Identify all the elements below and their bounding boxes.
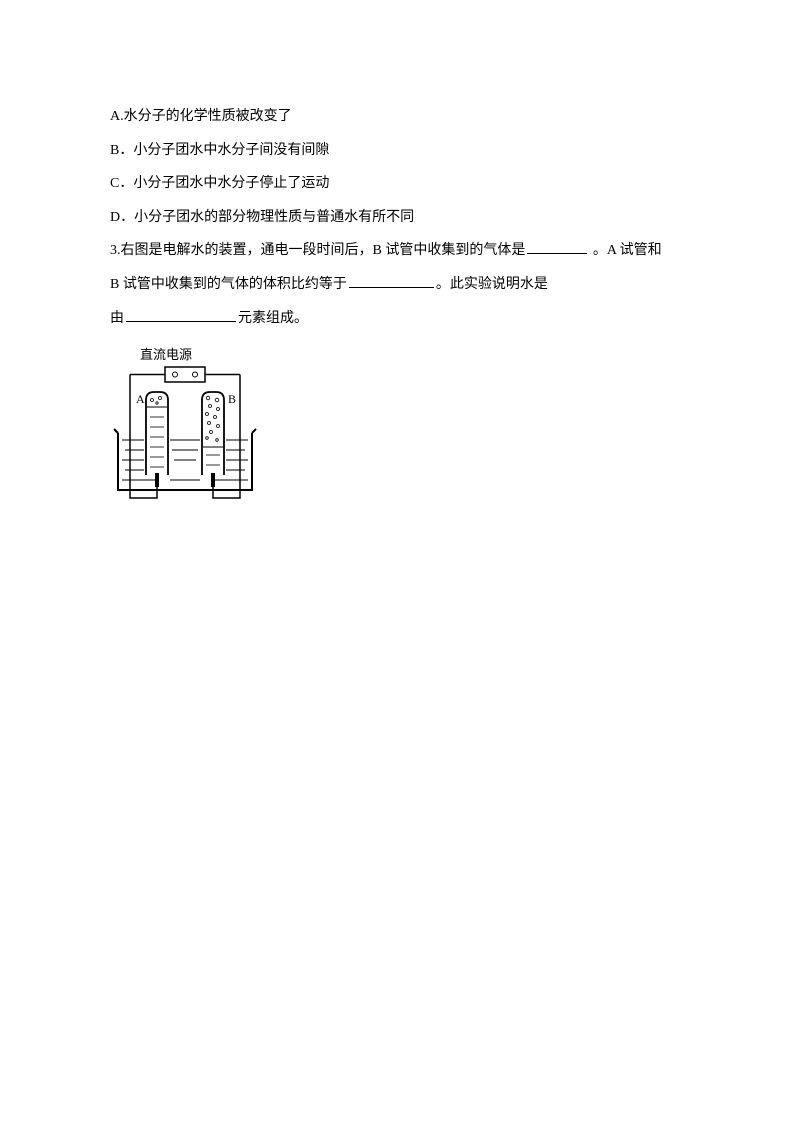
electrode-b <box>211 473 215 487</box>
tube-b-label: B <box>228 392 236 406</box>
tube-a-label: A <box>136 392 145 406</box>
electrolysis-diagram: A B <box>110 365 265 505</box>
q3-text-3a: 由 <box>110 311 124 326</box>
power-box <box>165 367 205 382</box>
diagram-container: 直流电源 <box>110 345 690 518</box>
question-3-line-3: 由 元素组成。 <box>110 302 690 336</box>
q3-text-1b: 。A 试管和 <box>589 243 661 258</box>
diagram-label: 直流电源 <box>140 345 690 365</box>
q3-text-2a: B 试管中收集到的气体的体积比约等于 <box>110 277 347 292</box>
option-c: C．小分子团水中水分子停止了运动 <box>110 167 690 201</box>
q3-text-1a: 3.右图是电解水的装置，通电一段时间后，B 试管中收集到的气体是 <box>110 243 525 258</box>
beaker-lip-right <box>252 429 256 433</box>
blank-1 <box>527 238 587 254</box>
option-d: D．小分子团水的部分物理性质与普通水有所不同 <box>110 201 690 235</box>
option-c-text: C．小分子团水中水分子停止了运动 <box>110 176 329 191</box>
q3-text-2b: 。此实验说明水是 <box>436 277 548 292</box>
option-b: B．小分子团水中水分子间没有间隙 <box>110 134 690 168</box>
beaker-lip-left <box>114 429 118 433</box>
blank-2 <box>349 272 434 288</box>
option-a-text: A.水分子的化学性质被改变了 <box>110 109 292 124</box>
terminal-right <box>193 372 198 377</box>
q3-text-3b: 元素组成。 <box>238 311 308 326</box>
beaker-body <box>118 433 252 490</box>
electrode-a <box>155 473 159 487</box>
option-b-text: B．小分子团水中水分子间没有间隙 <box>110 143 329 158</box>
question-3-line-2: B 试管中收集到的气体的体积比约等于 。此实验说明水是 <box>110 268 690 302</box>
test-tube-b <box>202 392 224 475</box>
option-a: A.水分子的化学性质被改变了 <box>110 100 690 134</box>
option-d-text: D．小分子团水的部分物理性质与普通水有所不同 <box>110 210 414 225</box>
terminal-left <box>173 372 178 377</box>
blank-3 <box>126 306 236 322</box>
question-3-line-1: 3.右图是电解水的装置，通电一段时间后，B 试管中收集到的气体是 。A 试管和 <box>110 234 690 268</box>
